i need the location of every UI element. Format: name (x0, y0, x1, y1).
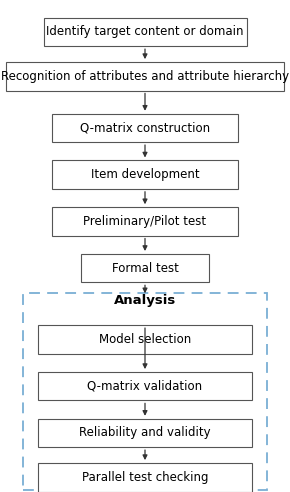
Text: Preliminary/Pilot test: Preliminary/Pilot test (84, 215, 206, 228)
Bar (52, 207, 238, 236)
Bar (38, 372, 252, 400)
Bar (6, 62, 284, 91)
Text: Item development: Item development (91, 168, 199, 181)
Text: Q-matrix construction: Q-matrix construction (80, 122, 210, 134)
Text: Recognition of attributes and attribute hierarchy: Recognition of attributes and attribute … (1, 70, 289, 83)
Text: Analysis: Analysis (114, 294, 176, 307)
Text: Identify target content or domain: Identify target content or domain (46, 26, 244, 38)
Bar (23, 293, 267, 490)
Text: Parallel test checking: Parallel test checking (82, 471, 208, 484)
Bar (38, 463, 252, 492)
Bar (38, 419, 252, 447)
Bar (81, 254, 209, 282)
Bar (52, 114, 238, 142)
Text: Model selection: Model selection (99, 333, 191, 346)
Text: Formal test: Formal test (112, 262, 178, 275)
Bar (52, 160, 238, 189)
Bar (44, 18, 246, 46)
Bar (38, 325, 252, 354)
Text: Q-matrix validation: Q-matrix validation (88, 380, 202, 393)
Text: Reliability and validity: Reliability and validity (79, 427, 211, 439)
